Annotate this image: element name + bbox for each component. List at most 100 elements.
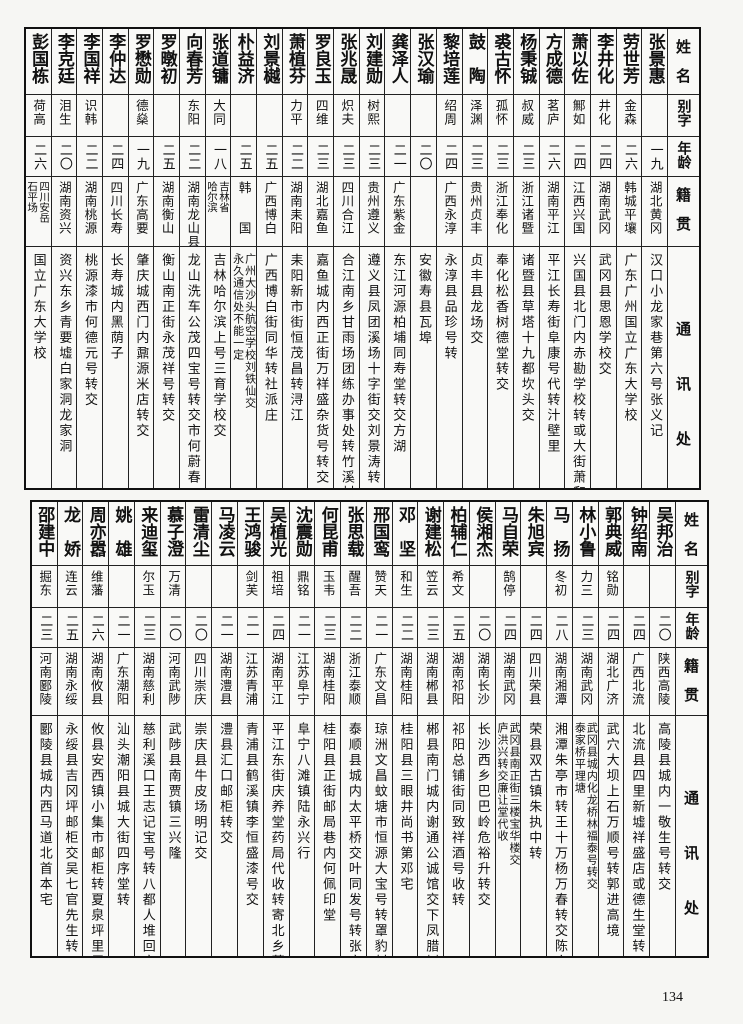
person-age: 二五 [449, 614, 465, 642]
address-cell: 桂阳县三眼井尚书第邓宅 [393, 716, 418, 956]
person-age: 二〇 [475, 614, 491, 642]
person-name: 张思载 [343, 506, 364, 557]
person-column: 劳世芳 金森 二六 韩城平壤 广东广州国立广东大学校 [615, 29, 642, 488]
person-name: 来迪玺 [137, 506, 158, 557]
person-address: 桂阳县正街邮局巷内何佩印堂 [320, 722, 336, 924]
alias-cell [469, 566, 495, 608]
person-origin: 湖北嘉鱼 [313, 181, 329, 235]
origin-cell: 陕西高陵 [650, 648, 675, 716]
origin-cell: 河南郾陵 [31, 648, 57, 716]
person-column: 邓 坚和生 二二 湖南桂阳 桂阳县三眼井尚书第邓宅 [391, 502, 418, 956]
person-column: 向春芳 东阳 二二 湖南龙山县 龙山洗车公茂四宝号转交市何蔚春 [178, 29, 205, 488]
header-cell-age: 年龄 [668, 137, 699, 177]
age-cell: 二三 [513, 137, 539, 177]
address-cell: 奉化松香树德堂转交 [488, 247, 513, 488]
person-age: 二一 [217, 614, 233, 642]
person-origin: 湖南武冈 [596, 181, 612, 235]
person-column: 朴益济 二五韩 国广州大沙头航空学校刘铁仙交 永久通信处不能一定 [230, 29, 256, 488]
name-cell: 萧植芬 [282, 29, 308, 95]
person-name: 马凌云 [214, 506, 235, 557]
person-column: 慕子澄 万清 二〇 河南武陟 武陟县南贾镇三兴隆 [159, 502, 186, 956]
name-cell: 吴植光 [263, 502, 289, 566]
person-column: 张思载 醒吾 二二 浙江泰顺 泰顺县城内太平桥交叶同发号转张宅 [340, 502, 366, 956]
person-address: 桃源漆市何德元号转交 [82, 253, 98, 408]
origin-cell: 湖南平江 [263, 648, 289, 716]
person-address: 广州大沙头航空学校刘铁仙交 [243, 253, 256, 409]
person-origin: 湖南平江 [269, 652, 285, 706]
person-address: 武陟县南贾镇三兴隆 [165, 722, 181, 862]
person-address: 龙山洗车公茂四宝号转交市何蔚春 [184, 253, 200, 486]
address-cell: 广东广州国立广东大学校 [617, 247, 642, 488]
person-alias: 四维 [313, 99, 329, 126]
alias-cell: 万清 [160, 566, 186, 608]
person-address: 合江南乡甘雨场团练办事处转竹溪村 [338, 253, 354, 488]
person-age: 二〇 [655, 614, 671, 642]
address-cell: 武冈县思恩学校交 [591, 247, 616, 488]
name-cell: 李国祥 [77, 29, 102, 95]
person-name: 邵建中 [34, 506, 55, 557]
address-cell: 合江南乡甘雨场团练办事处转竹溪村 [334, 247, 359, 488]
origin-cell: 湖南平江 [539, 177, 565, 247]
age-cell: 二六 [83, 608, 109, 648]
person-age: 二五 [159, 143, 175, 171]
address-cell: 肇庆城西门内鼐源米店转交 [129, 247, 154, 488]
person-address: 郾陵县城内西马道北首本宅 [36, 722, 52, 908]
person-name: 王鸿骏 [240, 506, 261, 557]
name-cell: 柏辅仁 [444, 502, 469, 566]
person-origin: 广西博白 [262, 181, 278, 235]
person-alias: 金森 [621, 99, 637, 126]
origin-cell: 江苏阜宁 [289, 648, 315, 716]
person-alias: 井化 [596, 99, 612, 126]
alias-cell [411, 95, 436, 137]
person-alias: 树熙 [365, 99, 381, 126]
person-address: 武冈县南正街三楼宝华楼交 [508, 722, 521, 866]
name-cell: 罗暾初 [154, 29, 179, 95]
name-cell: 张道镛 [205, 29, 231, 95]
person-column: 张景惠 一九 湖北黄冈 汉口小龙家巷第六号张义记 [641, 29, 667, 488]
address-cell: 武陟县南贾镇三兴隆 [161, 716, 186, 956]
origin-cell: 湖南郴县 [418, 648, 444, 716]
person-origin: 石平场 [26, 181, 39, 213]
person-age: 二四 [526, 614, 542, 642]
alias-cell: 醒吾 [341, 566, 366, 608]
address-cell: 郴县南门城内谢通公诚馆交下凤腊树湾 [418, 716, 443, 956]
origin-cell: 湖南桂阳 [315, 648, 341, 716]
person-age: 二一 [372, 614, 388, 642]
origin-cell: 湖南资兴 [51, 177, 77, 247]
alias-cell [109, 566, 134, 608]
person-address: 平江长寿街阜康号代转汁壁里 [544, 253, 560, 455]
person-origin: 浙江泰顺 [346, 652, 362, 706]
address-cell: 汕头潮阳县城大街四序堂转 [109, 716, 134, 956]
person-age: 二六 [88, 614, 104, 642]
person-age: 二八 [552, 614, 568, 642]
person-alias: 赞天 [372, 570, 388, 597]
origin-cell: 湖南武冈 [572, 648, 598, 716]
person-origin: 贵州遵义 [365, 181, 381, 235]
person-name: 邓 坚 [394, 506, 415, 557]
person-name: 张兆晟 [336, 33, 357, 84]
age-cell: 一八 [205, 137, 231, 177]
address-cell: 兴国县北门内赤勘学校转或大街萧和馨号转 [565, 247, 590, 488]
alias-cell: 识韩 [77, 95, 102, 137]
name-cell: 邵建中 [31, 502, 57, 566]
person-alias: 万清 [166, 570, 182, 597]
person-age: 一八 [210, 143, 226, 171]
person-column: 杨秉铖 叔威 二三 浙江诸暨 诸暨县草塔十九都坎头交 [512, 29, 539, 488]
alias-cell [642, 95, 667, 137]
origin-cell: 湖北广济 [598, 648, 624, 716]
age-cell: 二三 [418, 608, 444, 648]
age-cell: 二二 [282, 137, 308, 177]
origin-cell: 湖南桂阳 [392, 648, 418, 716]
age-cell: 二六 [539, 137, 565, 177]
age-cell: 二二 [341, 608, 366, 648]
person-name: 钟绍南 [626, 506, 647, 557]
header-label-alias: 别字 [675, 99, 692, 127]
person-name: 鼓 陶 [464, 33, 485, 84]
person-address: 慈利溪口王志记宝号转八都人堆回交 [139, 722, 155, 956]
name-cell: 姚 雄 [109, 502, 134, 566]
alias-cell: 笠云 [418, 566, 444, 608]
name-cell: 龚泽人 [385, 29, 411, 95]
name-cell: 向春芳 [179, 29, 205, 95]
person-address: 湘潭朱亭市转王十万杨万春转交陈家湾 [552, 722, 568, 956]
age-cell: 二六 [25, 137, 51, 177]
